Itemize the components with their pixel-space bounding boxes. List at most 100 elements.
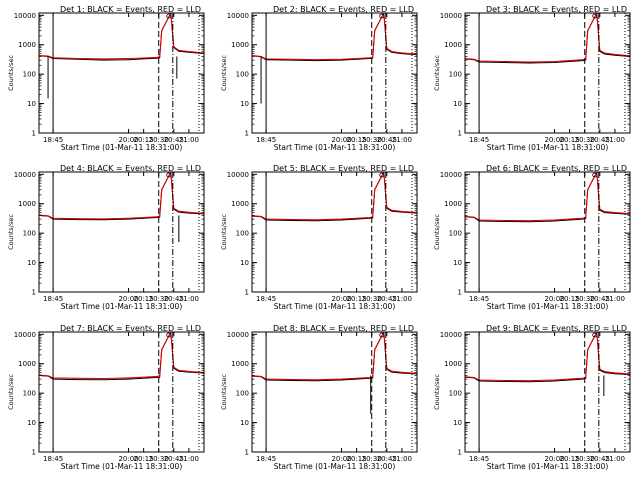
y-tick-label: 100 — [23, 230, 36, 238]
x-tick-label: 18:45 — [256, 136, 276, 144]
y-tick-label: 1 — [458, 130, 462, 138]
y-axis-label: Counts/sec — [7, 374, 15, 410]
chart-panel-8: 1 10 100 1000 10000 18:45 20:0020:1520:3020:45… — [220, 324, 418, 471]
x-tick-label: 20:30 — [362, 295, 382, 303]
chart-title: Det 1: BLACK = Events, RED = LLD — [60, 5, 201, 14]
y-tick-label: 10 — [453, 100, 462, 108]
y-tick-label: 100 — [23, 390, 36, 398]
peak-marker — [592, 172, 598, 178]
y-axis-label: Counts/sec — [7, 214, 15, 250]
y-tick-label: 10000 — [14, 331, 36, 339]
peak-marker — [166, 13, 172, 19]
x-tick-label: 20:15 — [560, 295, 580, 303]
x-axis-label: Start Time (01-Mar-11 18:31:00) — [61, 462, 183, 471]
x-tick-label: 21:00 — [605, 295, 625, 303]
x-tick-label: 20:45 — [590, 295, 610, 303]
chart-panel-9: 1 10 100 1000 10000 18:45 20:0020:1520:3020:45… — [433, 324, 631, 471]
peak-marker — [166, 172, 172, 178]
x-tick-label: 18:45 — [256, 295, 276, 303]
x-tick-label: 20:30 — [575, 295, 595, 303]
y-tick-label: 10000 — [14, 171, 36, 179]
peak-marker — [379, 13, 385, 19]
x-tick-label: 20:15 — [560, 136, 580, 144]
lld-series-line — [252, 332, 417, 381]
peak-marker — [166, 332, 172, 338]
x-axis-label: Start Time (01-Mar-11 18:31:00) — [274, 302, 396, 311]
x-tick-label: 18:45 — [469, 136, 489, 144]
y-tick-label: 10 — [27, 100, 36, 108]
y-tick-label: 1 — [32, 449, 36, 457]
chart-title: Det 9: BLACK = Events, RED = LLD — [486, 324, 627, 333]
y-tick-label: 1000 — [231, 200, 249, 208]
chart-title: Det 7: BLACK = Events, RED = LLD — [60, 324, 201, 333]
x-tick-label: 20:15 — [134, 295, 154, 303]
events-series-line — [465, 13, 630, 64]
x-tick-label: 20:00 — [544, 295, 564, 303]
x-tick-label: 18:45 — [43, 136, 63, 144]
y-tick-label: 10 — [240, 419, 249, 427]
peak-marker — [379, 172, 385, 178]
x-tick-label: 21:00 — [605, 455, 625, 463]
x-tick-label: 20:15 — [347, 136, 367, 144]
x-axis-label: Start Time (01-Mar-11 18:31:00) — [487, 143, 609, 152]
x-axis-label: Start Time (01-Mar-11 18:31:00) — [274, 462, 396, 471]
plot-area — [252, 332, 417, 414]
lld-series-line — [39, 172, 204, 220]
x-tick-label: 20:30 — [362, 455, 382, 463]
lld-series-line — [465, 332, 630, 382]
y-tick-label: 1000 — [231, 41, 249, 49]
y-tick-label: 10000 — [227, 171, 249, 179]
chart-panel-3: 1 10 100 1000 10000 18:45 20:0020:1520:3020:45… — [433, 5, 631, 152]
lld-series-line — [252, 172, 417, 221]
chart-panel-7: 1 10 100 1000 10000 18:45 20:0020:1520:3020:45… — [7, 324, 205, 471]
x-tick-label: 20:45 — [164, 136, 184, 144]
y-tick-label: 100 — [236, 71, 249, 79]
peak-marker — [592, 332, 598, 338]
x-tick-label: 20:45 — [377, 136, 397, 144]
x-tick-label: 20:00 — [118, 136, 138, 144]
plot-frame — [251, 12, 418, 134]
plot-area — [39, 172, 204, 243]
y-tick-label: 10 — [453, 419, 462, 427]
x-tick-label: 20:45 — [590, 136, 610, 144]
lld-series-line — [465, 172, 630, 222]
peak-marker — [379, 332, 385, 338]
x-tick-label: 21:00 — [605, 136, 625, 144]
x-tick-label: 20:00 — [544, 455, 564, 463]
x-tick-label: 20:15 — [134, 136, 154, 144]
y-axis-label: Counts/sec — [220, 55, 228, 91]
events-series-line — [465, 172, 630, 223]
lld-series-line — [252, 13, 417, 61]
y-tick-label: 1000 — [18, 360, 36, 368]
plot-area — [39, 13, 204, 99]
x-tick-label: 20:00 — [118, 455, 138, 463]
x-tick-label: 20:30 — [149, 295, 169, 303]
y-tick-label: 10 — [453, 259, 462, 267]
plot-area — [39, 332, 204, 381]
x-tick-label: 20:45 — [164, 295, 184, 303]
plot-area — [252, 13, 417, 104]
y-tick-label: 1000 — [444, 360, 462, 368]
chart-title: Det 5: BLACK = Events, RED = LLD — [273, 164, 414, 173]
x-tick-label: 20:30 — [575, 455, 595, 463]
y-tick-label: 10000 — [227, 331, 249, 339]
x-tick-label: 18:45 — [43, 295, 63, 303]
x-tick-label: 18:45 — [469, 455, 489, 463]
plot-frame — [38, 171, 205, 293]
chart-panel-1: 1 10 100 1000 10000 18:45 20:0020:1520:3020:45… — [7, 5, 205, 152]
x-tick-label: 20:30 — [149, 136, 169, 144]
chart-panel-6: 1 10 100 1000 10000 18:45 20:0020:1520:3020:45… — [433, 164, 631, 311]
chart-panel-4: 1 10 100 1000 10000 18:45 20:0020:1520:3020:45… — [7, 164, 205, 311]
x-axis-label: Start Time (01-Mar-11 18:31:00) — [61, 302, 183, 311]
chart-title: Det 6: BLACK = Events, RED = LLD — [486, 164, 627, 173]
x-axis-label: Start Time (01-Mar-11 18:31:00) — [274, 143, 396, 152]
chart-panel-2: 1 10 100 1000 10000 18:45 20:0020:1520:3020:45… — [220, 5, 418, 152]
y-tick-label: 10 — [27, 419, 36, 427]
chart-panel-5: 1 10 100 1000 10000 18:45 20:0020:1520:3020:45… — [220, 164, 418, 311]
events-series-line — [465, 332, 630, 383]
x-tick-label: 20:45 — [164, 455, 184, 463]
plot-area — [465, 172, 630, 223]
lld-series-line — [465, 13, 630, 63]
y-tick-label: 100 — [236, 390, 249, 398]
